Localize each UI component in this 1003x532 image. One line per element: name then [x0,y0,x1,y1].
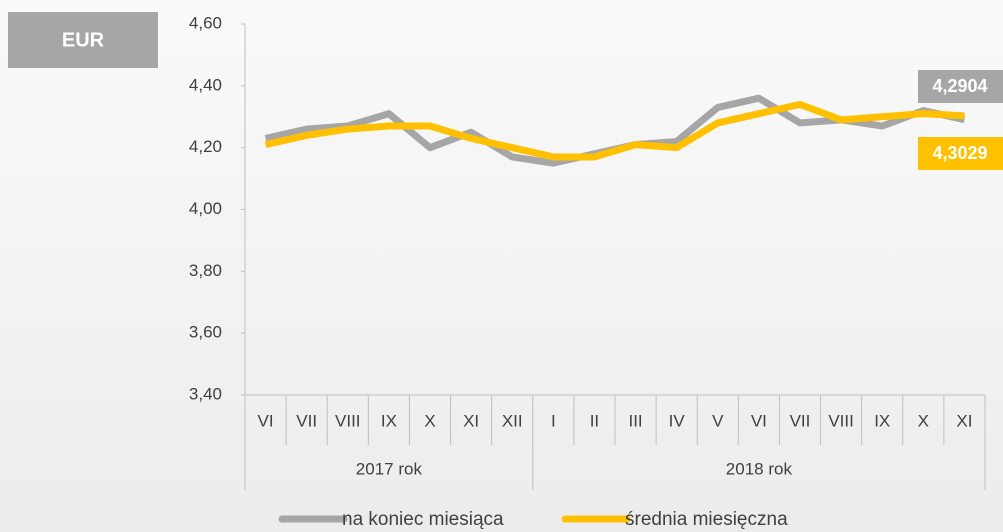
x-tick-label: VI [258,411,274,430]
x-tick-label: XI [463,411,479,430]
x-tick-label: V [712,411,724,430]
x-tick-label: II [590,411,599,430]
y-tick-label: 4,60 [189,13,222,32]
x-tick-label: VII [790,411,811,430]
value-label-box [918,70,1003,103]
x-tick-label: X [918,411,929,430]
x-tick-label: XII [502,411,523,430]
x-tick-label: XI [956,411,972,430]
group-label: 2017 rok [356,459,423,478]
x-tick-label: X [424,411,435,430]
badge: EUR [62,29,105,51]
y-tick-label: 3,80 [189,261,222,280]
legend-label: na koniec miesiąca [342,509,504,530]
x-tick-label: VI [751,411,767,430]
group-label: 2018 rok [726,459,793,478]
y-tick-label: 4,20 [189,137,222,156]
x-tick-label: III [628,411,642,430]
legend-label: średnia miesięczna [625,509,788,530]
x-tick-label: IV [669,411,686,430]
x-tick-label: VII [296,411,317,430]
series-line [264,100,965,161]
badge-box [8,12,158,68]
y-tick-label: 3,60 [189,323,222,342]
x-tick-label: VIII [828,411,854,430]
x-tick-label: I [551,411,556,430]
x-tick-label: IX [874,411,890,430]
x-tick-label: IX [381,411,397,430]
value-label: 4,3029 [932,143,987,163]
y-tick-label: 3,40 [189,384,222,403]
x-tick-label: VIII [335,411,361,430]
value-label: 4,2904 [932,76,987,96]
y-tick-label: 4,40 [189,75,222,94]
y-tick-label: 4,00 [189,199,222,218]
value-label-box [918,137,1003,170]
